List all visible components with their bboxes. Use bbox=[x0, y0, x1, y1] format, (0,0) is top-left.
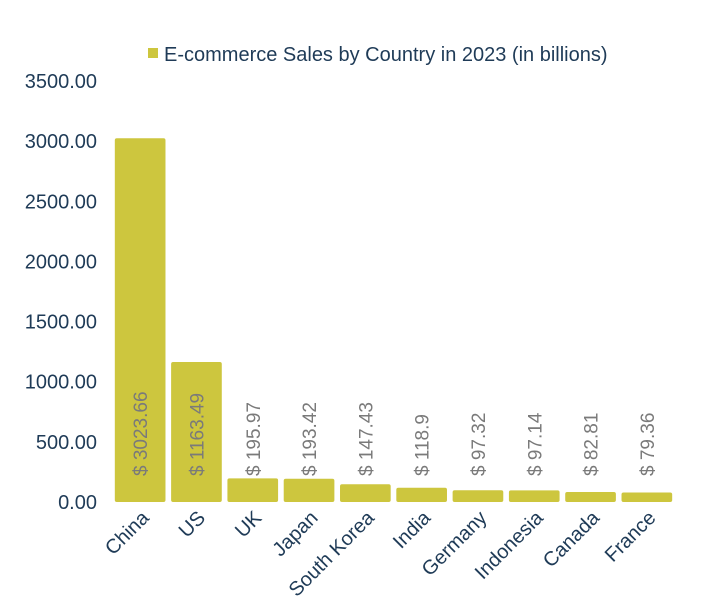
data-label: $ 1163.49 bbox=[187, 393, 208, 476]
data-label: $ 82.81 bbox=[582, 413, 603, 476]
bar bbox=[171, 362, 222, 502]
x-tick-label: China bbox=[101, 506, 154, 559]
y-tick-label: 3500.00 bbox=[25, 71, 97, 93]
data-label: $ 118.9 bbox=[413, 414, 434, 476]
y-tick-label: 1000.00 bbox=[25, 372, 97, 394]
y-tick-label: 500.00 bbox=[36, 432, 97, 454]
data-label: $ 97.32 bbox=[469, 413, 490, 476]
data-label: $ 97.14 bbox=[525, 412, 546, 476]
chart-legend: E-commerce Sales by Country in 2023 (in … bbox=[148, 44, 608, 66]
data-labels: $ 3023.66 $ 1163.49 $ 195.97 $ 193.42 $ 147.… bbox=[131, 391, 659, 476]
bars bbox=[114, 138, 673, 503]
data-label: $ 3023.66 bbox=[131, 391, 152, 476]
y-tick-label: 0.00 bbox=[58, 492, 97, 514]
bar bbox=[565, 492, 616, 502]
data-label: $ 147.43 bbox=[356, 402, 377, 476]
bar bbox=[114, 138, 166, 503]
x-tick-label: US bbox=[175, 507, 210, 542]
bar bbox=[396, 487, 447, 502]
y-tick-label: 1500.00 bbox=[25, 312, 97, 334]
data-label: $ 195.97 bbox=[244, 402, 265, 476]
x-tick-label: Japan bbox=[268, 507, 322, 561]
bar bbox=[227, 478, 279, 502]
x-tick-label: Canada bbox=[539, 506, 605, 572]
x-tick-label: UK bbox=[231, 507, 267, 543]
x-tick-label: France bbox=[601, 507, 661, 567]
y-axis: 0.00 500.00 1000.00 1500.00 2000.00 2500.00 30… bbox=[25, 71, 97, 514]
x-tick-label: India bbox=[389, 506, 436, 553]
bar bbox=[340, 484, 391, 502]
legend-label: E-commerce Sales by Country in 2023 (in … bbox=[164, 44, 608, 66]
y-tick-label: 2500.00 bbox=[25, 191, 97, 213]
bar bbox=[508, 490, 560, 502]
data-label: $ 79.36 bbox=[638, 413, 659, 476]
data-label: $ 193.42 bbox=[300, 402, 321, 476]
y-tick-label: 3000.00 bbox=[25, 131, 97, 153]
bar bbox=[621, 492, 673, 502]
bar bbox=[452, 490, 504, 502]
y-tick-label: 2000.00 bbox=[25, 251, 97, 273]
legend-swatch bbox=[148, 48, 158, 58]
bar bbox=[283, 478, 335, 502]
